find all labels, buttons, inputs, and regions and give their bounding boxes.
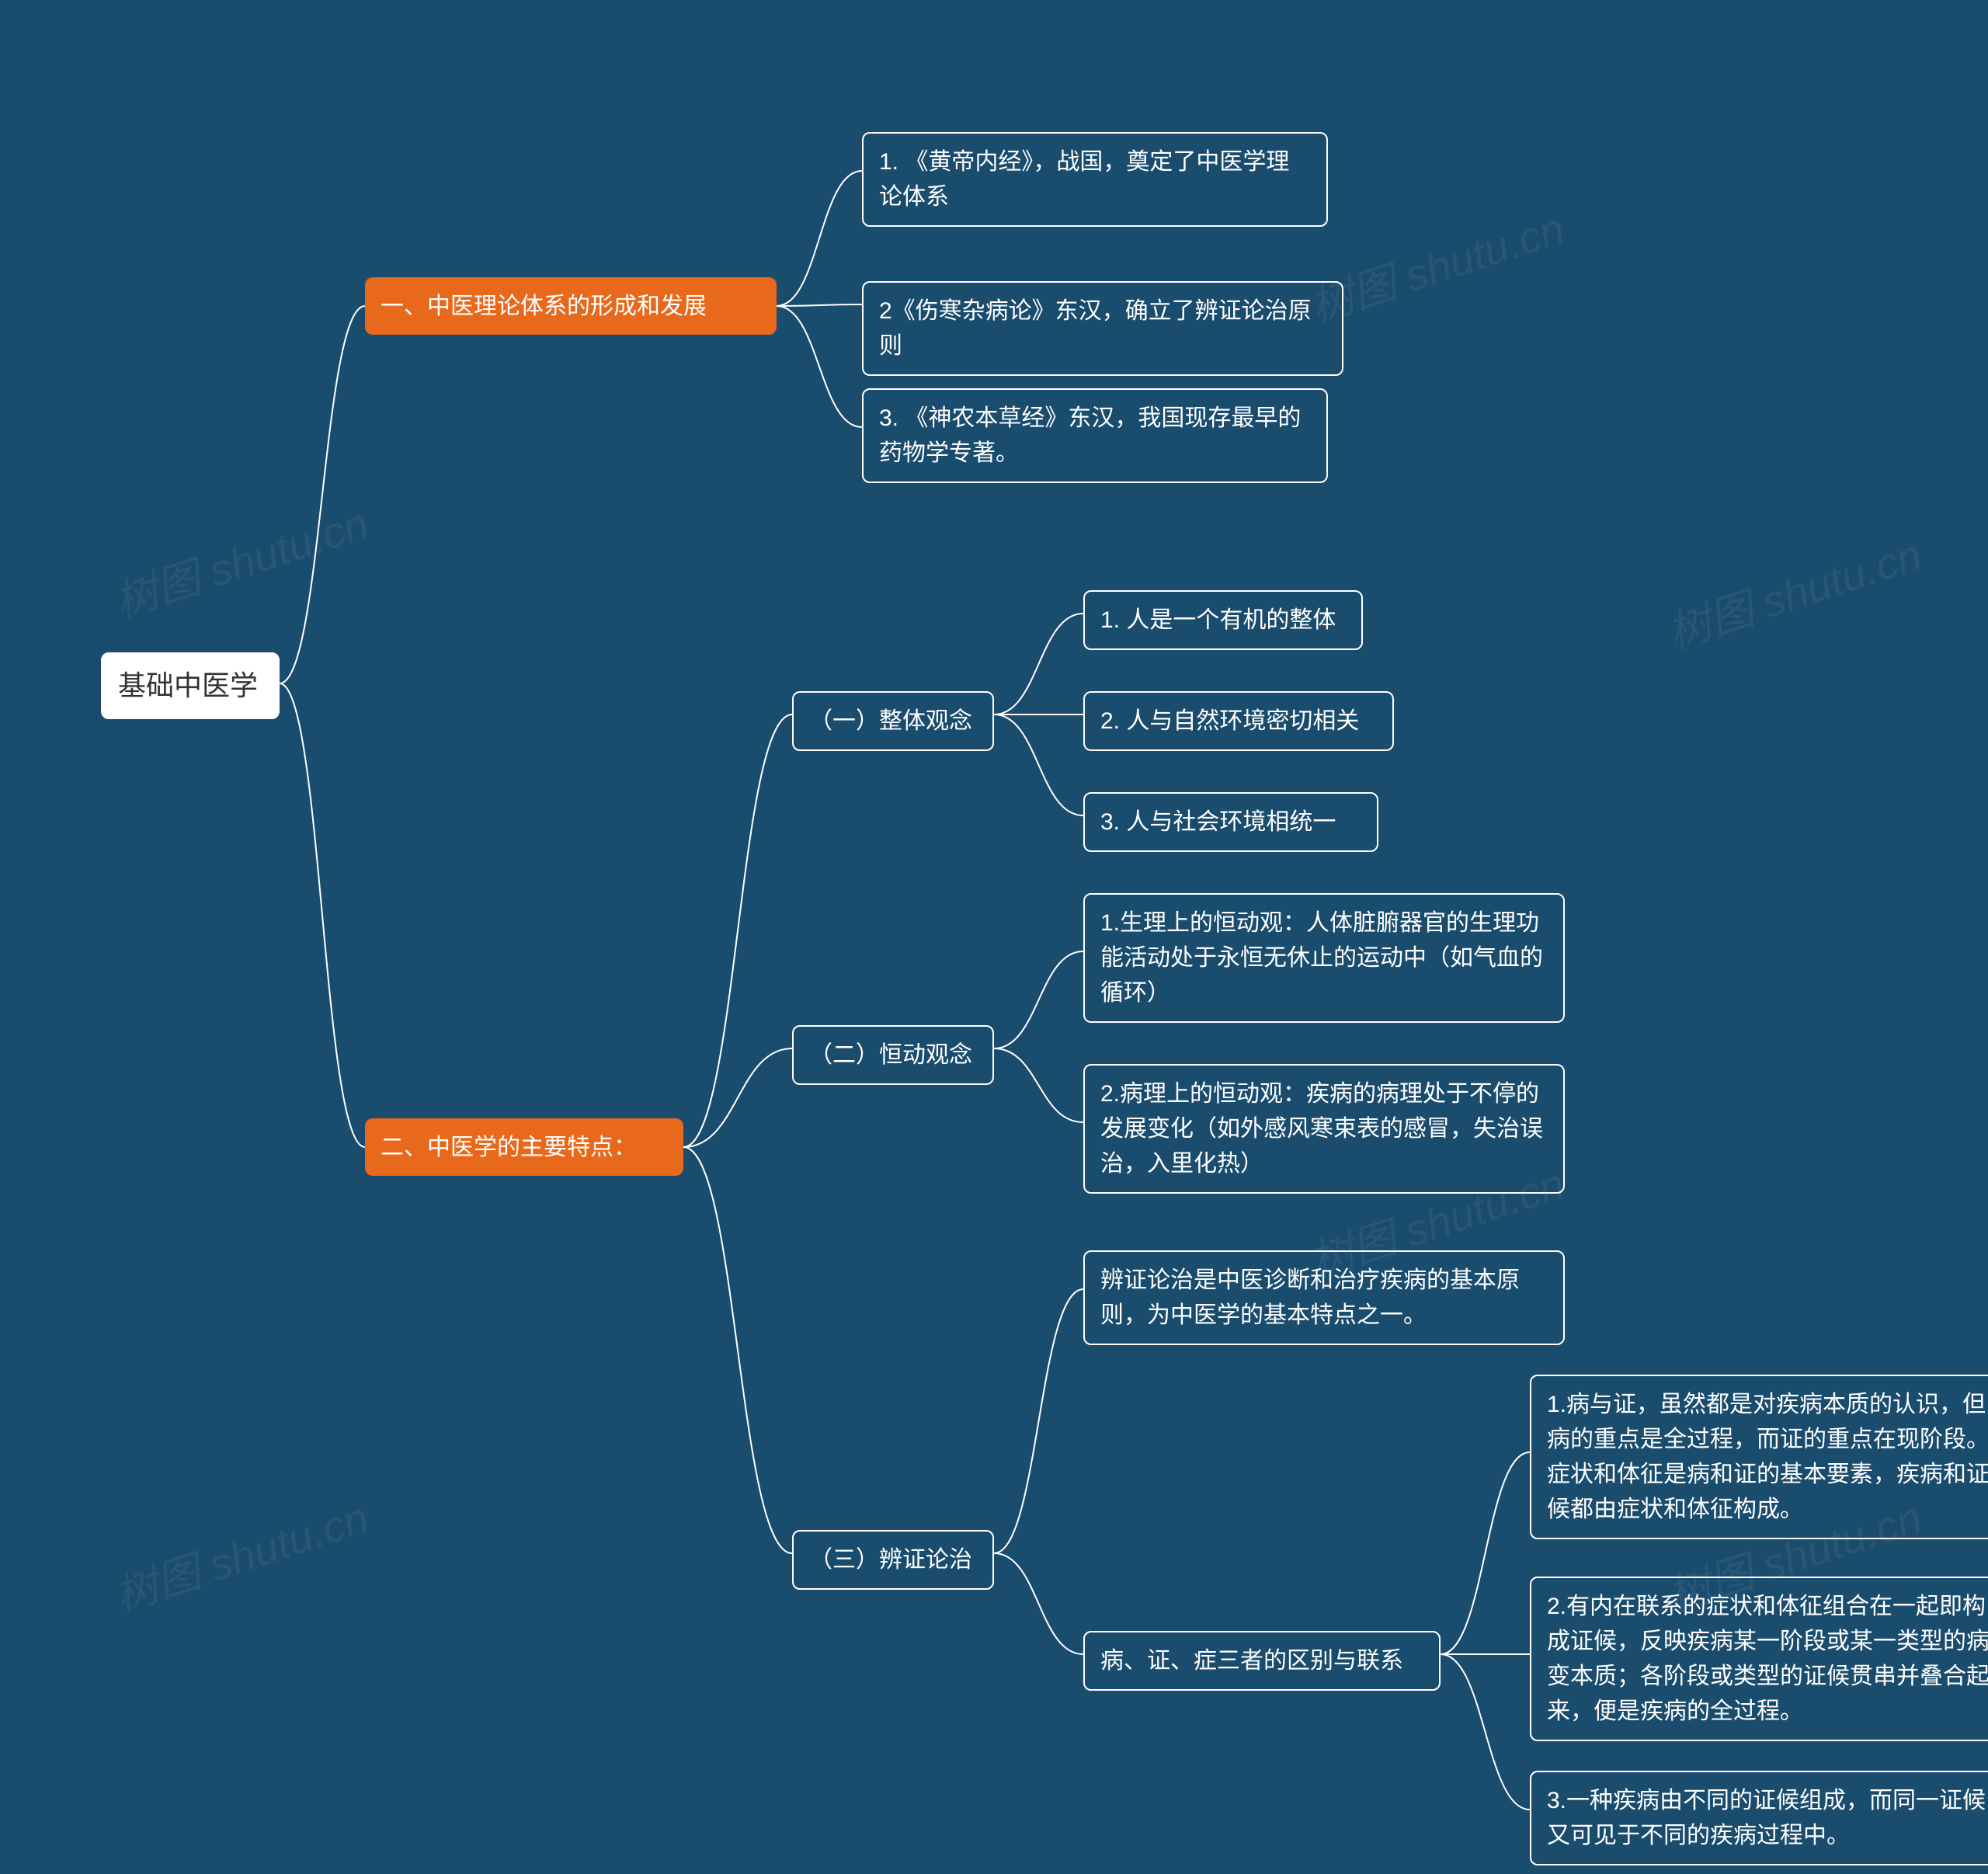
watermark: 树图 shutu.cn [1659,520,1929,662]
section-syndrome: （三）辨证论治 [792,1530,994,1590]
leaf-node: 3.一种疾病由不同的证候组成，而同一证候又可见于不同的疾病过程中。 [1530,1771,1988,1865]
leaf-node: 1.病与证，虽然都是对疾病本质的认识，但病的重点是全过程，而证的重点在现阶段。症… [1530,1375,1988,1539]
branch-main-features: 二、中医学的主要特点： [365,1118,683,1176]
leaf-node: 2. 人与自然环境密切相关 [1083,691,1394,751]
leaf-node: 3. 人与社会环境相统一 [1083,792,1378,852]
mindmap-root: 基础中医学 [101,652,280,719]
branch-disease-syndrome-symptom: 病、证、症三者的区别与联系 [1083,1631,1441,1691]
watermark: 树图 shutu.cn [106,1483,376,1625]
leaf-node: 2.有内在联系的症状和体征组合在一起即构成证候，反映疾病某一阶段或某一类型的病变… [1530,1577,1988,1741]
section-holistic: （一）整体观念 [792,691,994,751]
leaf-node: 2.病理上的恒动观：疾病的病理处于不停的发展变化（如外感风寒束表的感冒，失治误治… [1083,1064,1565,1194]
branch-theory-formation: 一、中医理论体系的形成和发展 [365,277,777,335]
leaf-node: 2《伤寒杂病论》东汉，确立了辨证论治原则 [862,281,1343,376]
leaf-node: 1. 人是一个有机的整体 [1083,590,1363,650]
leaf-node: 1.生理上的恒动观：人体脏腑器官的生理功能活动处于永恒无休止的运动中（如气血的循… [1083,893,1565,1023]
leaf-node: 辨证论治是中医诊断和治疗疾病的基本原则，为中医学的基本特点之一。 [1083,1250,1565,1345]
section-dynamic: （二）恒动观念 [792,1025,994,1085]
leaf-node: 1. 《黄帝内经》，战国，奠定了中医学理论体系 [862,132,1328,227]
watermark: 树图 shutu.cn [106,489,376,631]
leaf-node: 3. 《神农本草经》东汉，我国现存最早的药物学专著。 [862,388,1328,483]
